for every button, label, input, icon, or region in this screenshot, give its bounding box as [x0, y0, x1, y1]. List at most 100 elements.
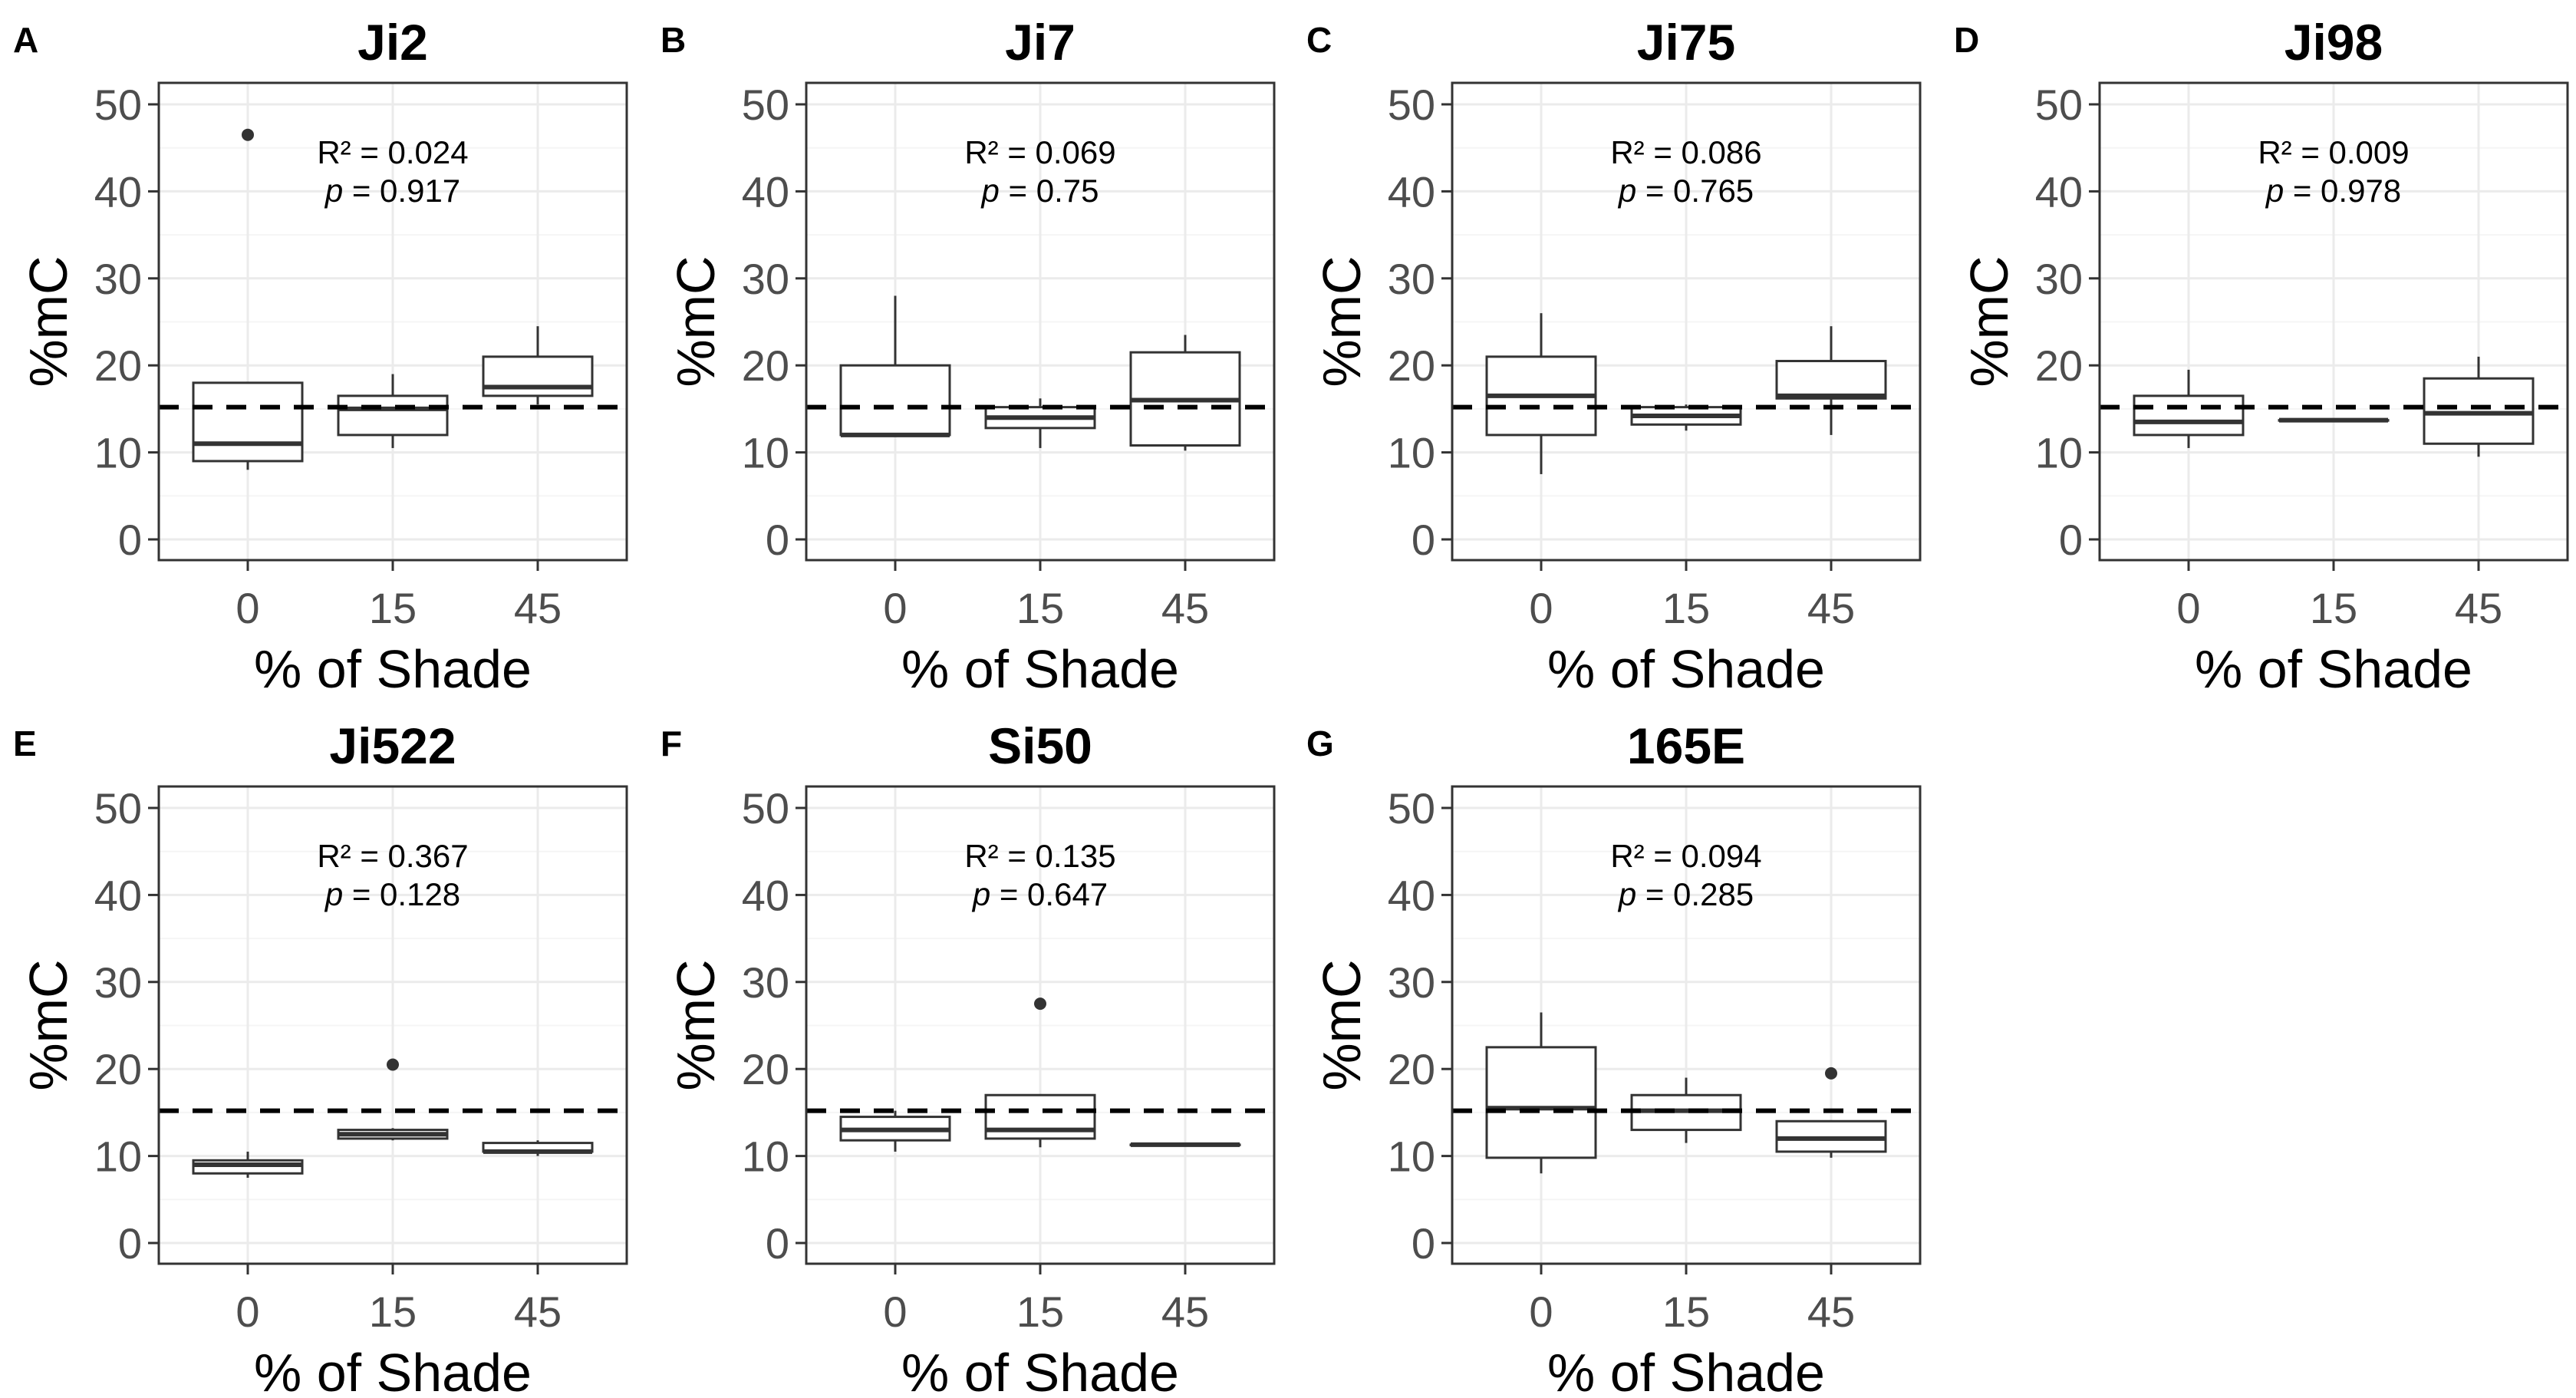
- outlier-point: [387, 1058, 399, 1071]
- x-tick-label: 45: [2455, 584, 2502, 632]
- box-15: [984, 997, 1096, 1148]
- panel-c: 0 10 20 30 40 50 0 15 45 % of Shade %mC Ji75 C R² = 0…: [1306, 14, 1922, 699]
- y-tick-label: 20: [94, 341, 142, 390]
- x-tick-label: 45: [1161, 584, 1209, 632]
- x-axis-title: % of Shade: [254, 639, 532, 699]
- iqr-box: [1775, 360, 1887, 400]
- p-symbol: p: [2265, 173, 2284, 209]
- x-axis-title: % of Shade: [901, 1343, 1179, 1394]
- y-axis-title: %mC: [1312, 256, 1372, 387]
- panel-title: Ji75: [1637, 14, 1735, 71]
- y-tick-label: 0: [1412, 1219, 1435, 1268]
- r-squared-annotation: R² = 0.024: [317, 134, 468, 170]
- box-15: [337, 374, 449, 448]
- box-45: [2423, 356, 2535, 457]
- panel-letter: G: [1306, 724, 1334, 763]
- box-15: [337, 1058, 449, 1141]
- p-value-annotation: p = 0.128: [324, 876, 460, 912]
- panel-title: Ji98: [2284, 14, 2383, 71]
- y-tick-label: 20: [742, 341, 789, 390]
- x-tick-label: 0: [1529, 584, 1553, 632]
- p-symbol: p: [1617, 876, 1636, 912]
- box-45: [1129, 335, 1241, 451]
- x-axis-title: % of Shade: [1547, 639, 1825, 699]
- y-axis-title: %mC: [1959, 256, 2019, 387]
- box-45: [1775, 326, 1887, 435]
- y-tick-label: 30: [1388, 958, 1435, 1007]
- iqr-box: [192, 381, 304, 463]
- y-tick-label: 20: [1388, 1045, 1435, 1093]
- x-tick-label: 15: [1662, 584, 1710, 632]
- box-0: [1485, 313, 1597, 474]
- x-tick-label: 15: [369, 1288, 417, 1336]
- y-tick-label: 10: [742, 1133, 789, 1181]
- y-tick-label: 10: [94, 1133, 142, 1181]
- y-tick-label: 20: [2035, 341, 2083, 390]
- p-value: = 0.75: [1000, 173, 1099, 209]
- box-0: [2133, 369, 2245, 448]
- x-tick-label: 15: [1016, 1288, 1064, 1336]
- panel-title: Ji2: [357, 14, 428, 71]
- p-symbol: p: [324, 876, 343, 912]
- x-tick-label: 0: [883, 1288, 907, 1336]
- box-45: [1129, 1142, 1241, 1147]
- iqr-box: [1485, 1046, 1597, 1159]
- p-symbol: p: [980, 173, 1000, 209]
- box-45: [482, 1140, 594, 1156]
- panel-title: Ji7: [1005, 14, 1076, 71]
- x-tick-label: 0: [883, 584, 907, 632]
- panel-letter: F: [660, 724, 682, 763]
- r-squared-annotation: R² = 0.086: [1610, 134, 1761, 170]
- y-tick-label: 30: [1388, 255, 1435, 303]
- y-axis-title: %mC: [18, 256, 78, 387]
- x-axis-title: % of Shade: [901, 639, 1179, 699]
- p-value-annotation: p = 0.285: [1617, 876, 1754, 912]
- panel-title: Si50: [988, 717, 1092, 774]
- panel-letter: E: [13, 724, 37, 763]
- y-tick-label: 0: [2059, 516, 2083, 564]
- panel-d: 0 10 20 30 40 50 0 15 45 % of Shade %mC Ji98 D R² = 0…: [1954, 14, 2569, 699]
- panel-b: 0 10 20 30 40 50 0 15 45 % of Shade %mC Ji7 B R² = 0.…: [660, 14, 1276, 699]
- r-squared-annotation: R² = 0.094: [1610, 838, 1761, 874]
- p-value: = 0.978: [2284, 173, 2401, 209]
- box-45: [482, 326, 594, 405]
- y-tick-label: 0: [766, 1219, 789, 1268]
- p-value-annotation: p = 0.647: [971, 876, 1108, 912]
- x-tick-label: 0: [2176, 584, 2200, 632]
- outlier-point: [1034, 997, 1046, 1011]
- iqr-box: [839, 364, 951, 437]
- p-value-annotation: p = 0.765: [1617, 173, 1754, 209]
- x-axis-title: % of Shade: [2195, 639, 2472, 699]
- y-tick-label: 40: [2035, 167, 2083, 216]
- p-value: = 0.647: [990, 876, 1108, 912]
- x-tick-label: 0: [1529, 1288, 1553, 1336]
- p-value: = 0.765: [1636, 173, 1754, 209]
- p-symbol: p: [324, 173, 343, 209]
- p-value-annotation: p = 0.917: [324, 173, 460, 209]
- panel-title: Ji522: [329, 717, 456, 774]
- y-tick-label: 50: [1388, 784, 1435, 833]
- p-symbol: p: [1617, 173, 1636, 209]
- y-tick-label: 40: [742, 167, 789, 216]
- box-45: [1775, 1067, 1887, 1158]
- y-tick-label: 30: [742, 958, 789, 1007]
- y-tick-label: 10: [1388, 429, 1435, 477]
- panel-e: 0 10 20 30 40 50 0 15 45 % of Shade %mC Ji522 E R² = …: [13, 717, 628, 1398]
- box-15: [1630, 404, 1742, 431]
- x-axis-title: % of Shade: [1547, 1343, 1825, 1394]
- box-15: [984, 398, 1096, 448]
- p-value-annotation: p = 0.75: [980, 173, 1099, 209]
- y-tick-label: 50: [2035, 81, 2083, 129]
- x-tick-label: 45: [514, 584, 562, 632]
- y-tick-label: 40: [94, 871, 142, 919]
- y-tick-label: 30: [94, 958, 142, 1007]
- y-tick-label: 30: [742, 255, 789, 303]
- y-tick-label: 20: [94, 1045, 142, 1093]
- y-tick-label: 50: [742, 81, 789, 129]
- x-axis-title: % of Shade: [254, 1343, 532, 1394]
- p-symbol: p: [971, 876, 990, 912]
- y-tick-label: 20: [1388, 341, 1435, 390]
- y-axis-title: %mC: [666, 256, 726, 387]
